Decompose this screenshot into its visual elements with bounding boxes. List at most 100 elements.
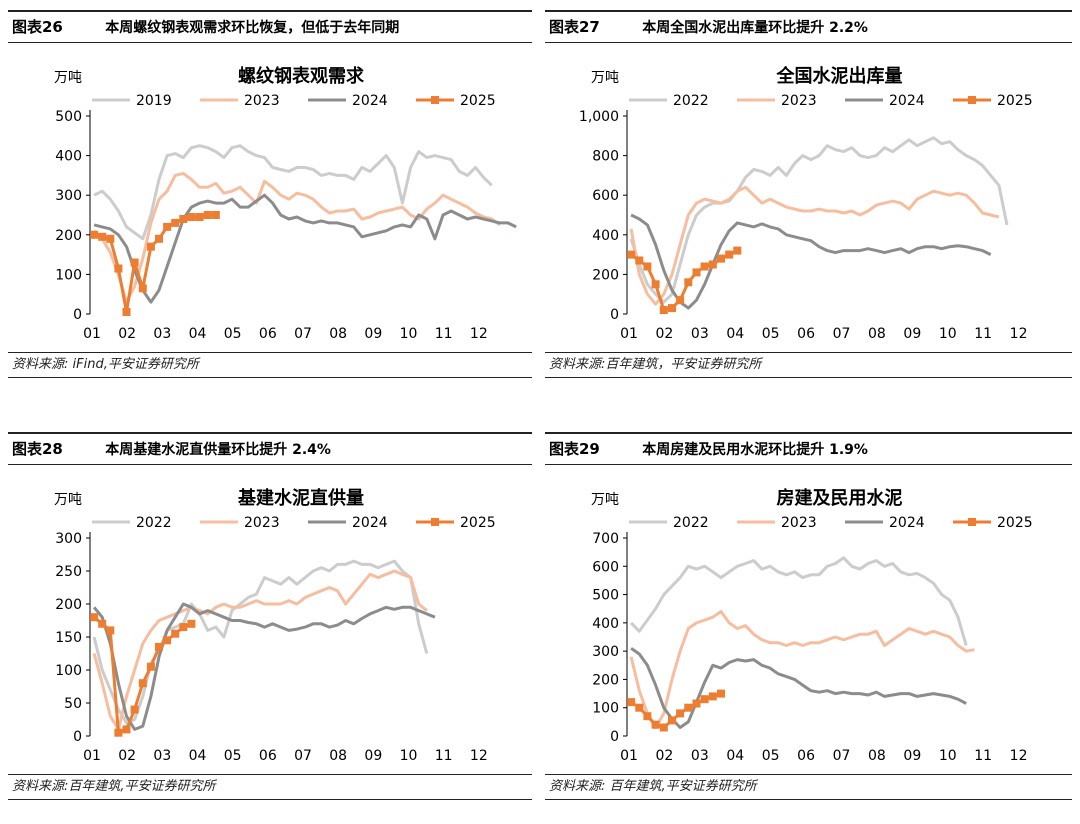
figure-number: 图表27	[549, 18, 600, 36]
figure-title: 本周房建及民用水泥环比提升 1.9%	[642, 442, 868, 458]
x-tick-label: 05	[762, 326, 780, 342]
chart-title: 房建及民用水泥	[777, 487, 903, 509]
figure-number: 图表29	[549, 440, 600, 458]
legend-label: 2025	[997, 515, 1033, 531]
data-point	[684, 703, 693, 712]
x-tick-label: 10	[939, 748, 957, 764]
chart-panel-housing-cement: 图表29 本周房建及民用水泥环比提升 1.9% 房建及民用水泥 万吨 0 100 200…	[545, 432, 1072, 812]
data-point	[138, 284, 147, 293]
x-tick-label: 07	[294, 326, 312, 342]
y-tick-label: 0	[610, 307, 619, 323]
data-point	[651, 280, 660, 289]
series-line	[629, 136, 1009, 304]
data-point	[700, 262, 709, 271]
data-point	[643, 712, 652, 721]
data-point	[635, 703, 644, 712]
x-tick-label: 03	[153, 326, 171, 342]
x-tick-label: 08	[329, 748, 347, 764]
data-point	[717, 254, 725, 263]
x-tick-label: 07	[294, 748, 312, 764]
data-point	[114, 728, 123, 737]
data-point	[733, 246, 742, 255]
source-note: 资料来源:百年建筑，平安证券研究所	[545, 352, 1072, 378]
x-tick-label: 09	[903, 326, 921, 342]
series-line	[630, 556, 968, 646]
data-point	[163, 636, 172, 645]
series-2025	[627, 246, 742, 314]
y-axis-unit: 万吨	[591, 492, 619, 508]
figure-number: 图表26	[12, 18, 63, 36]
x-tick-label: 06	[259, 326, 277, 342]
figure-title: 本周全国水泥出库量环比提升 2.2%	[642, 20, 868, 36]
figure-title: 本周螺纹钢表观需求环比恢复，但低于去年同期	[105, 20, 400, 36]
legend-label: 2022	[673, 515, 709, 531]
chart-title: 螺纹钢表观需求	[238, 65, 365, 87]
x-tick-label: 09	[903, 748, 921, 764]
data-point	[155, 234, 163, 243]
data-point	[106, 626, 115, 635]
x-tick-label: 04	[726, 748, 744, 764]
series-2023	[92, 569, 428, 731]
data-point	[187, 213, 196, 221]
y-tick-label: 250	[55, 564, 82, 580]
data-point	[98, 619, 107, 628]
legend-label: 2022	[673, 93, 709, 109]
series-2024	[630, 647, 967, 729]
legend-label: 2023	[781, 93, 817, 109]
x-tick-label: 01	[83, 326, 101, 342]
series-line	[93, 193, 517, 304]
data-point	[163, 222, 172, 231]
series-2023	[629, 185, 1000, 306]
x-tick-label: 04	[189, 748, 207, 764]
data-point	[627, 250, 636, 259]
data-point	[179, 215, 188, 223]
legend-label: 2024	[352, 93, 388, 109]
data-point	[130, 258, 139, 267]
y-tick-label: 150	[55, 630, 82, 646]
y-tick-label: 500	[55, 109, 82, 125]
data-point	[643, 262, 652, 271]
x-tick-label: 07	[833, 326, 851, 342]
x-tick-label: 03	[691, 748, 709, 764]
y-tick-label: 600	[592, 188, 619, 204]
figure-title: 本周基建水泥直供量环比提升 2.4%	[105, 442, 331, 458]
x-tick-label: 12	[1010, 326, 1028, 342]
source-note: 资料来源: 百年建筑,平安证券研究所	[545, 774, 1072, 800]
series-line	[92, 602, 436, 731]
x-tick-label: 12	[1010, 748, 1028, 764]
y-tick-label: 300	[55, 188, 82, 204]
line-chart: 螺纹钢表观需求 万吨 0 100 200 300 400 500 01 02 03 04 05 06 07 0…	[54, 65, 517, 342]
x-tick-label: 02	[656, 326, 674, 342]
legend-marker	[431, 96, 439, 104]
data-point	[179, 623, 188, 632]
y-axis-unit: 万吨	[54, 492, 82, 508]
legend-marker	[968, 518, 976, 526]
data-point	[130, 705, 139, 714]
x-tick-label: 02	[656, 748, 674, 764]
legend-label: 2025	[460, 515, 496, 531]
x-tick-label: 12	[470, 748, 488, 764]
x-tick-label: 04	[726, 326, 744, 342]
x-tick-label: 10	[400, 748, 418, 764]
legend-label: 2025	[460, 93, 496, 109]
y-tick-label: 100	[592, 701, 619, 717]
data-point	[668, 716, 676, 725]
data-point	[635, 256, 644, 265]
y-tick-label: 1,000	[579, 109, 619, 125]
data-point	[700, 695, 709, 704]
x-tick-label: 05	[224, 326, 242, 342]
x-tick-label: 11	[974, 748, 992, 764]
series-line	[92, 569, 428, 731]
x-tick-label: 04	[189, 326, 207, 342]
series-line	[93, 144, 493, 241]
data-point	[171, 629, 180, 638]
line-chart: 基建水泥直供量 万吨 0 50 100 150 200 250 300 01 02 03 04 05 06 0…	[54, 487, 496, 764]
series-2024	[93, 193, 517, 304]
chart-title: 全国水泥出库量	[776, 65, 903, 87]
y-tick-label: 300	[592, 644, 619, 660]
x-tick-label: 05	[762, 748, 780, 764]
data-point	[692, 268, 701, 277]
x-tick-label: 01	[620, 326, 638, 342]
legend-label: 2024	[889, 515, 925, 531]
data-point	[98, 232, 107, 241]
